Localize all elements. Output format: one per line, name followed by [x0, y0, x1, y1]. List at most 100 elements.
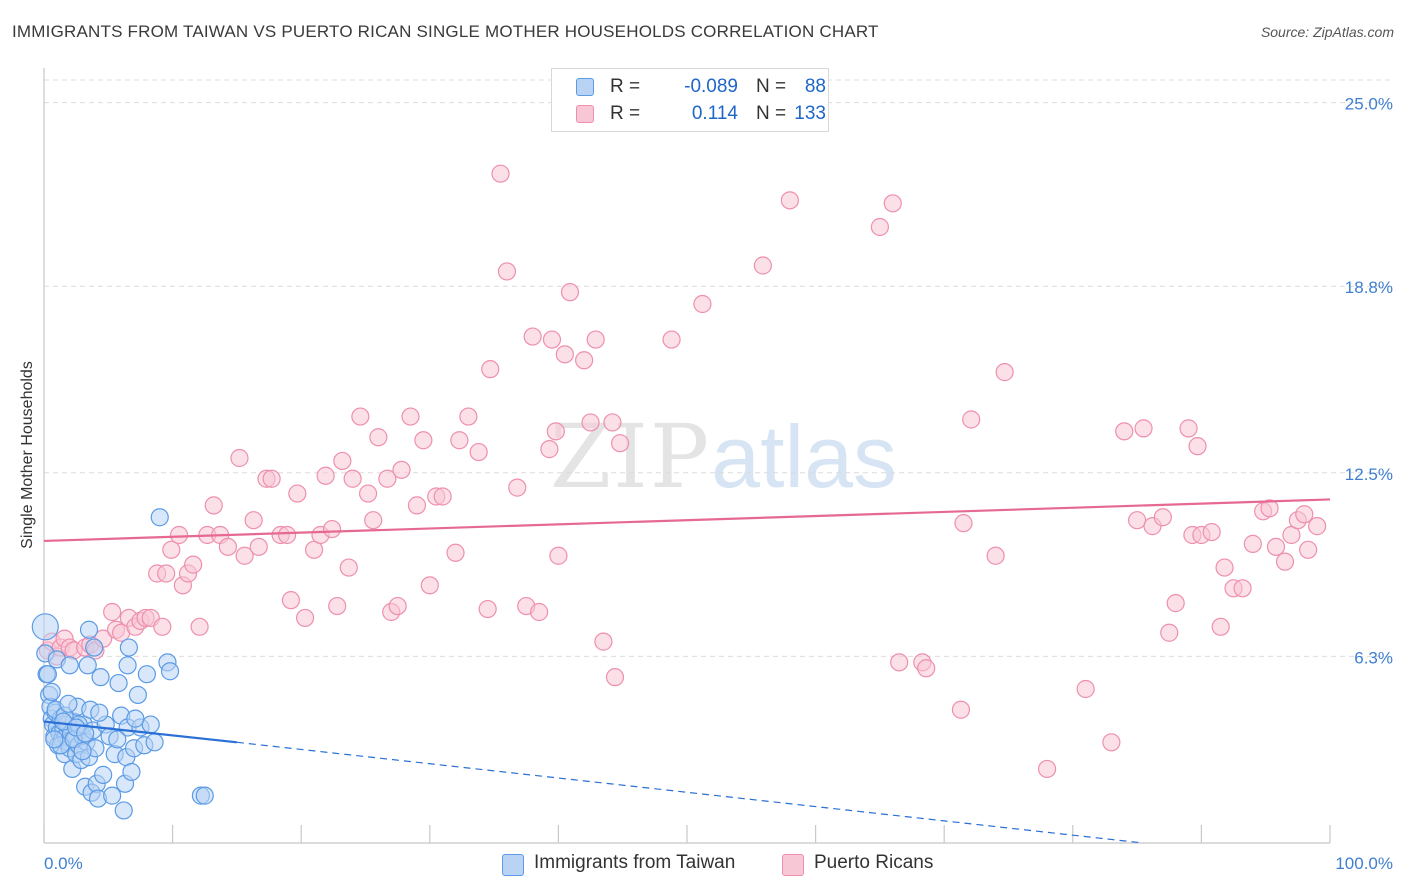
puerto-ricans-point	[162, 540, 181, 559]
watermark: ZIPatlas	[550, 405, 897, 508]
legend-r-label: R =	[610, 76, 641, 97]
puerto-ricans-point	[546, 422, 565, 441]
bottom-legend-label-puerto-ricans: Puerto Ricans	[814, 852, 934, 873]
puerto-ricans-point	[1275, 552, 1295, 571]
puerto-ricans-point	[1115, 422, 1134, 441]
bottom-legend-label-taiwan: Immigrants from Taiwan	[534, 852, 736, 873]
puerto-ricans-point	[378, 469, 397, 488]
chart-title: IMMIGRANTS FROM TAIWAN VS PUERTO RICAN S…	[12, 22, 879, 41]
puerto-ricans-point	[277, 525, 297, 545]
puerto-ricans-point	[1160, 623, 1179, 642]
puerto-ricans-point	[295, 608, 315, 628]
puerto-ricans-point	[401, 407, 420, 426]
taiwan-trendline	[43, 720, 238, 744]
puerto-ricans-point	[1308, 517, 1327, 536]
puerto-ricans-point	[288, 484, 307, 503]
puerto-ricans-point	[333, 451, 352, 471]
legend-r-value: -0.089	[684, 76, 738, 97]
puerto-ricans-point	[190, 617, 209, 636]
legend-n-value: 88	[804, 76, 826, 97]
puerto-ricans-point	[951, 700, 971, 719]
puerto-ricans-point	[351, 407, 370, 426]
puerto-ricans-point	[581, 413, 600, 432]
bottom-legend-swatch-puerto-ricans	[782, 854, 804, 876]
taiwan-point	[45, 730, 64, 749]
puerto-ricans-point	[611, 434, 630, 453]
taiwan-point	[141, 715, 160, 734]
taiwan-point	[195, 786, 214, 805]
puerto-ricans-point	[1295, 505, 1314, 524]
puerto-ricans-point	[586, 330, 605, 349]
puerto-ricans-point	[1211, 617, 1230, 636]
taiwan-point	[90, 703, 109, 722]
puerto-ricans-point	[262, 469, 281, 488]
puerto-ricans-point	[414, 431, 433, 450]
puerto-ricans-point	[469, 442, 488, 462]
puerto-ricans-point	[281, 591, 301, 610]
puerto-ricans-point	[780, 191, 799, 210]
puerto-ricans-point	[388, 596, 407, 616]
stats-legend: R = -0.089 N = 88 R = 0.114 N = 133	[551, 68, 829, 132]
taiwan-point	[137, 665, 156, 684]
puerto-ricans-point	[491, 164, 510, 183]
x-tick-label: 100.0%	[1335, 854, 1393, 873]
puerto-ricans-point	[1188, 437, 1207, 456]
puerto-ricans-point	[508, 478, 527, 497]
puerto-ricans-point	[954, 514, 973, 533]
taiwan-point	[119, 638, 138, 657]
taiwan-point	[103, 786, 122, 805]
taiwan-point	[118, 656, 137, 675]
taiwan-point	[73, 742, 92, 761]
puerto-ricans-point	[1153, 508, 1172, 527]
puerto-ricans-point	[1299, 540, 1318, 559]
puerto-ricans-point	[230, 448, 249, 468]
puerto-ricans-point	[1166, 594, 1185, 613]
puerto-ricans-point	[549, 546, 568, 565]
puerto-ricans-point	[986, 546, 1005, 565]
taiwan-point	[31, 613, 59, 641]
puerto-ricans-point	[523, 327, 542, 346]
taiwan-point	[150, 508, 169, 527]
y-tick-label: 25.0%	[1345, 95, 1393, 114]
puerto-ricans-point	[753, 256, 772, 275]
puerto-ricans-point	[249, 537, 268, 556]
puerto-ricans-point	[1076, 679, 1095, 699]
puerto-ricans-point	[1260, 499, 1279, 518]
puerto-ricans-point	[343, 469, 362, 488]
puerto-ricans-point	[530, 602, 549, 622]
puerto-ricans-point	[339, 558, 358, 577]
taiwan-point	[78, 656, 97, 675]
taiwan-point	[126, 709, 145, 728]
taiwan-point	[94, 765, 113, 784]
legend-r-value: 0.114	[691, 103, 738, 124]
puerto-ricans-point	[1179, 419, 1198, 438]
taiwan-point	[114, 801, 133, 820]
taiwan-point	[60, 656, 79, 675]
taiwan-point	[160, 662, 180, 681]
puerto-ricans-point	[693, 294, 712, 314]
puerto-ricans-point	[316, 466, 335, 485]
puerto-ricans-point	[605, 668, 625, 687]
puerto-ricans-point	[497, 262, 517, 281]
puerto-ricans-trendline	[43, 498, 1331, 543]
watermark-zip: ZIP	[550, 405, 712, 508]
bottom-legend-swatch-taiwan	[502, 854, 524, 876]
legend-r-label: R =	[610, 103, 641, 124]
puerto-ricans-point	[1243, 534, 1262, 553]
puerto-ricans-point	[157, 564, 176, 583]
puerto-ricans-point	[1202, 522, 1221, 542]
x-tick-label: 0.0%	[44, 854, 83, 873]
taiwan-point	[85, 638, 104, 657]
taiwan-point	[122, 762, 141, 782]
puerto-ricans-point	[459, 407, 478, 426]
puerto-ricans-point	[103, 602, 122, 622]
taiwan-point	[79, 620, 99, 639]
legend-swatch-puerto-ricans	[576, 105, 594, 123]
puerto-ricans-point	[446, 543, 465, 562]
puerto-ricans-point	[153, 617, 172, 636]
puerto-ricans-point	[407, 496, 427, 515]
puerto-ricans-point	[662, 330, 681, 349]
puerto-ricans-point	[883, 194, 902, 213]
watermark-atlas: atlas	[711, 407, 898, 506]
